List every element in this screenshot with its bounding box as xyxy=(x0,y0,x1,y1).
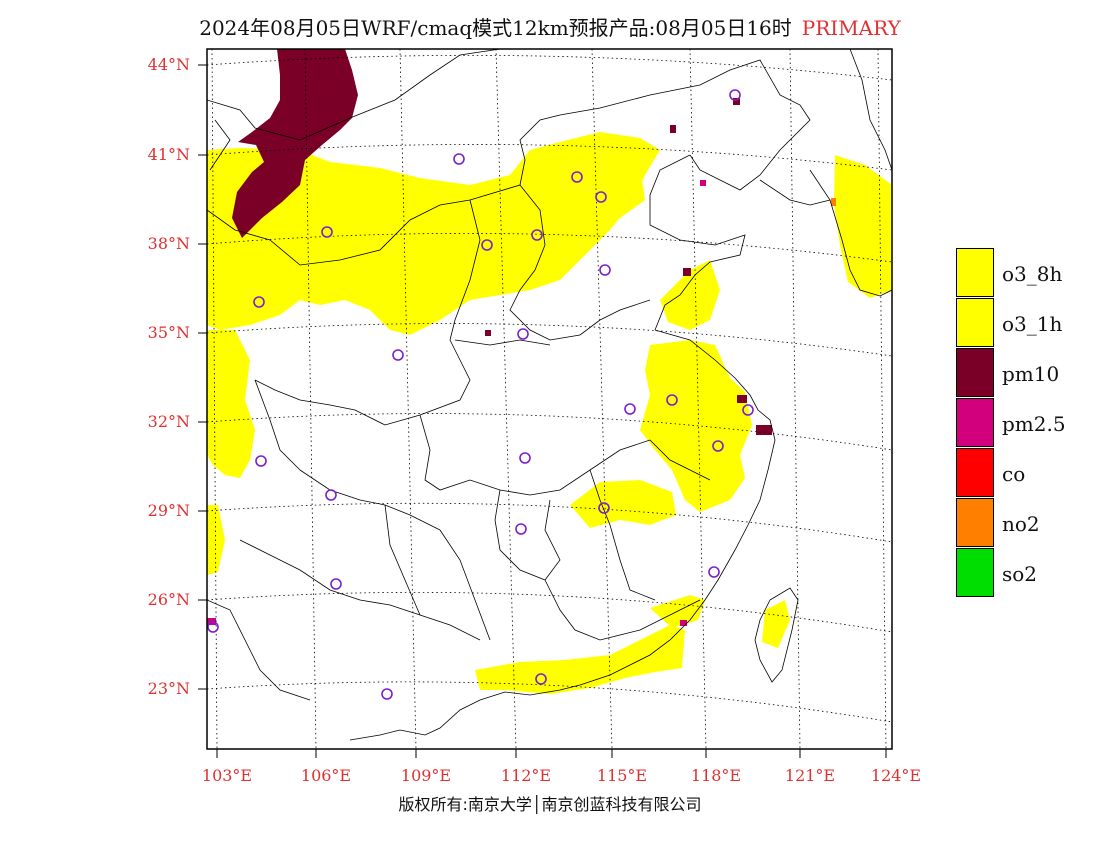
pm10-spot-b xyxy=(733,98,740,105)
circle-icon xyxy=(481,239,493,251)
lon-label-115e: 115°E xyxy=(596,766,648,785)
taiwan-outline xyxy=(754,587,799,683)
circle-icon xyxy=(453,153,465,165)
o3-region-beijing-ring xyxy=(545,140,645,218)
pm10-spot-c xyxy=(756,425,772,435)
pm25-spot-b xyxy=(680,620,687,626)
pm10-region-inner-mongolia xyxy=(232,49,358,238)
graticule xyxy=(207,49,892,749)
circle-icon xyxy=(712,440,724,452)
circle-icon xyxy=(729,89,741,101)
circle-icon xyxy=(708,566,720,578)
no2-region-layer xyxy=(831,198,836,206)
lat-label-29n: 29°N xyxy=(147,501,190,520)
o3-region-shandong xyxy=(660,260,720,330)
circle-icon xyxy=(392,349,404,361)
coastline-outer xyxy=(754,49,892,683)
province-borders xyxy=(207,49,811,741)
legend-label-pm25: pm2.5 xyxy=(1002,412,1066,436)
legend-label-co: co xyxy=(1002,462,1026,486)
circle-icon xyxy=(381,688,393,700)
legend-swatch-so2 xyxy=(956,548,994,597)
copyright-text: 版权所有:南京大学│南京创蓝科技有限公司 xyxy=(398,795,702,814)
map-frame xyxy=(206,48,893,750)
title-primary-tag: PRIMARY xyxy=(801,16,901,40)
title-text: 2024年08月05日WRF/cmaq模式12km预报产品:08月05日16时 xyxy=(199,16,792,40)
circle-icon xyxy=(255,455,267,467)
circle-icon xyxy=(321,226,333,238)
o3-region-east xyxy=(640,340,752,512)
no2-spot-a xyxy=(831,198,836,206)
legend-swatch-co xyxy=(956,448,994,497)
lat-label-41n: 41°N xyxy=(147,145,190,164)
pm10-spot-e xyxy=(670,125,676,133)
lat-label-35n: 35°N xyxy=(147,323,190,342)
circle-icon xyxy=(599,264,611,276)
lat-label-38n: 38°N xyxy=(147,234,190,253)
lon-label-121e: 121°E xyxy=(784,766,836,785)
pm10-region-layer xyxy=(232,49,772,435)
legend-swatch-pm10 xyxy=(956,348,994,397)
o3-region-southwest-edge xyxy=(207,505,225,575)
circle-icon xyxy=(325,489,337,501)
circle-icon xyxy=(624,403,636,415)
circle-icon xyxy=(598,502,610,514)
circle-icon xyxy=(571,171,583,183)
circle-icon xyxy=(515,523,527,535)
pm10-spot-f xyxy=(737,395,747,403)
station-markers xyxy=(207,89,754,700)
legend-label-o3-1h: o3_1h xyxy=(1002,312,1063,336)
lon-label-124e: 124°E xyxy=(870,766,922,785)
circle-icon xyxy=(207,621,219,633)
o3-region-west xyxy=(207,330,255,478)
o3-region-northeast-coast xyxy=(834,155,892,298)
circle-icon xyxy=(519,452,531,464)
legend-swatch-pm25 xyxy=(956,398,994,447)
lon-label-103e: 103°E xyxy=(201,766,253,785)
pm25-spot-c xyxy=(700,180,706,186)
legend-swatch-no2 xyxy=(956,498,994,547)
map-title: 2024年08月05日WRF/cmaq模式12km预报产品:08月05日16时 P… xyxy=(0,12,1100,41)
circle-icon xyxy=(535,673,547,685)
lon-label-112e: 112°E xyxy=(500,766,552,785)
legend-label-so2: so2 xyxy=(1002,562,1038,586)
circle-icon xyxy=(253,296,265,308)
legend-swatch-o3-1h xyxy=(956,298,994,347)
circle-icon xyxy=(517,328,529,340)
legend-swatch-o3-8h xyxy=(956,248,994,297)
pm10-spot-d xyxy=(485,330,491,336)
pm10-spot-a xyxy=(683,268,691,276)
lat-label-44n: 44°N xyxy=(147,55,190,74)
legend-label-pm10: pm10 xyxy=(1002,362,1060,386)
circle-icon xyxy=(742,404,754,416)
lat-label-23n: 23°N xyxy=(147,679,190,698)
circle-icon xyxy=(595,191,607,203)
lat-label-32n: 32°N xyxy=(147,412,190,431)
circle-icon xyxy=(330,578,342,590)
legend-label-o3-8h: o3_8h xyxy=(1002,262,1063,286)
o3-region-guangdong xyxy=(475,625,685,694)
circle-icon xyxy=(531,229,543,241)
lat-label-26n: 26°N xyxy=(147,590,190,609)
lon-label-109e: 109°E xyxy=(400,766,452,785)
o3-region-central-east xyxy=(570,480,676,528)
legend-label-no2: no2 xyxy=(1002,512,1040,536)
circle-icon xyxy=(666,394,678,406)
o3-region-layer xyxy=(207,132,892,694)
lon-label-118e: 118°E xyxy=(690,766,742,785)
axis-ticks xyxy=(198,64,887,758)
o3-region-taiwan xyxy=(762,600,790,648)
lon-label-106e: 106°E xyxy=(300,766,352,785)
